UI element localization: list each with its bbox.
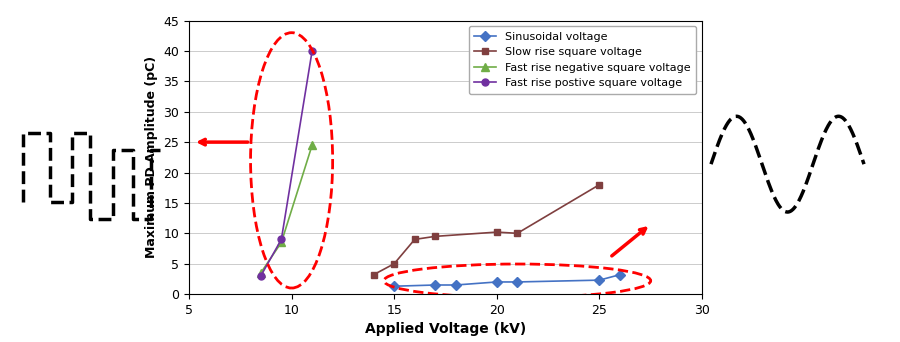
Sinusoidal voltage xyxy=(389,284,400,288)
Slow rise square voltage xyxy=(368,273,379,277)
Line: Slow rise square voltage: Slow rise square voltage xyxy=(370,181,603,278)
Sinusoidal voltage xyxy=(430,283,441,287)
Sinusoidal voltage xyxy=(615,273,626,277)
Slow rise square voltage xyxy=(430,234,441,238)
Fast rise postive square voltage xyxy=(256,274,266,278)
Slow rise square voltage xyxy=(389,262,400,266)
Fast rise negative square voltage xyxy=(307,143,318,147)
Legend: Sinusoidal voltage, Slow rise square voltage, Fast rise negative square voltage,: Sinusoidal voltage, Slow rise square vol… xyxy=(469,26,697,94)
Slow rise square voltage xyxy=(491,230,502,234)
Fast rise negative square voltage xyxy=(276,240,287,245)
Slow rise square voltage xyxy=(594,183,605,187)
X-axis label: Applied Voltage (kV): Applied Voltage (kV) xyxy=(364,323,526,337)
Sinusoidal voltage xyxy=(512,280,523,284)
Line: Fast rise postive square voltage: Fast rise postive square voltage xyxy=(257,48,316,279)
Slow rise square voltage xyxy=(512,231,523,235)
Line: Sinusoidal voltage: Sinusoidal voltage xyxy=(391,271,624,290)
Y-axis label: Maximum PD Amplitude (pC): Maximum PD Amplitude (pC) xyxy=(145,56,158,259)
Fast rise negative square voltage xyxy=(256,271,266,275)
Slow rise square voltage xyxy=(410,237,420,241)
Sinusoidal voltage xyxy=(450,283,461,287)
Sinusoidal voltage xyxy=(594,278,605,282)
Fast rise postive square voltage xyxy=(276,237,287,241)
Line: Fast rise negative square voltage: Fast rise negative square voltage xyxy=(256,141,316,277)
Sinusoidal voltage xyxy=(491,280,502,284)
Fast rise postive square voltage xyxy=(307,49,318,53)
